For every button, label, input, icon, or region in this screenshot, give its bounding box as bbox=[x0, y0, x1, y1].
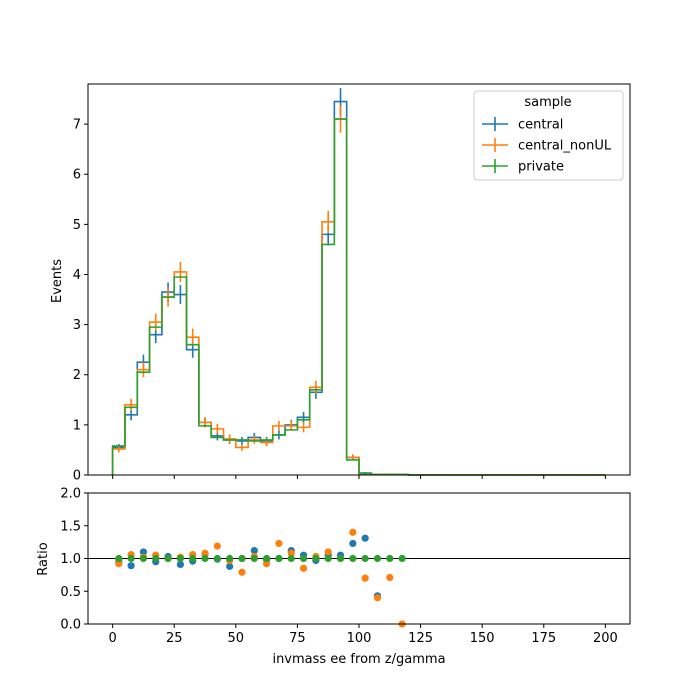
ratio-point bbox=[115, 560, 123, 568]
y-tick-label: 7 bbox=[73, 118, 81, 133]
ratio-point bbox=[238, 568, 246, 576]
ratio-point bbox=[373, 554, 382, 563]
ratio-point bbox=[213, 542, 221, 550]
legend-label: central bbox=[518, 118, 563, 133]
ratio-point bbox=[127, 562, 135, 570]
ratio-point bbox=[361, 574, 369, 582]
y-tick-label: 2.0 bbox=[60, 487, 81, 502]
ratio-point bbox=[287, 549, 295, 557]
histogram-y-axis-label: Events bbox=[50, 259, 65, 303]
legend-label: central_nonUL bbox=[518, 139, 612, 154]
ratio-point bbox=[201, 554, 209, 563]
x-tick-label: 125 bbox=[408, 631, 433, 646]
ratio-point bbox=[275, 554, 283, 563]
x-tick-label: 75 bbox=[289, 631, 306, 646]
y-tick-label: 4 bbox=[73, 268, 81, 283]
ratio-point bbox=[115, 554, 123, 563]
ratio-point bbox=[189, 554, 197, 563]
ratio-point bbox=[349, 554, 357, 563]
histogram-x-ticks bbox=[112, 475, 606, 479]
ratio-point bbox=[127, 554, 135, 563]
legend-box bbox=[473, 90, 624, 181]
ratio-frame bbox=[87, 492, 631, 625]
y-tick-label: 1 bbox=[73, 418, 81, 433]
ratio-point bbox=[139, 554, 148, 563]
legend-label: private bbox=[518, 160, 564, 175]
y-tick-label: 6 bbox=[73, 168, 81, 183]
ratio-panel: 0 25 50 75 100 125 150 175 200 0.0 0.5 1.0 1.5 2.0 R… bbox=[36, 487, 631, 667]
ratio-point bbox=[299, 564, 308, 572]
histogram-frame bbox=[87, 83, 631, 476]
ratio-point bbox=[263, 560, 271, 568]
ratio-point bbox=[361, 554, 369, 563]
ratio-point bbox=[238, 554, 246, 563]
ratio-point bbox=[324, 554, 332, 563]
ratio-point bbox=[299, 554, 308, 563]
ratio-point bbox=[139, 548, 148, 556]
ratio-series-group bbox=[115, 528, 406, 628]
ratio-point bbox=[176, 560, 184, 568]
ratio-point bbox=[275, 539, 283, 548]
ratio-point bbox=[349, 528, 357, 536]
ratio-point bbox=[287, 554, 295, 563]
ratio-point bbox=[373, 594, 382, 602]
y-tick-label: 5 bbox=[73, 218, 81, 233]
legend-title: sample bbox=[524, 95, 571, 110]
y-tick-label: 1.0 bbox=[60, 552, 81, 567]
ratio-point bbox=[324, 548, 332, 556]
x-tick-label: 150 bbox=[470, 631, 495, 646]
legend-entry-central: central bbox=[482, 117, 563, 133]
ratio-point bbox=[201, 549, 209, 557]
y-tick-label: 1.5 bbox=[60, 519, 81, 534]
ratio-point bbox=[361, 534, 369, 542]
x-tick-label: 200 bbox=[593, 631, 618, 646]
y-tick-label: 0.0 bbox=[60, 618, 81, 633]
x-axis-label: invmass ee from z/gamma bbox=[272, 652, 445, 667]
ratio-point bbox=[226, 562, 234, 570]
legend-entry-private: private bbox=[482, 159, 564, 175]
legend-entry-central_nonUL: central_nonUL bbox=[482, 138, 612, 154]
ratio-point bbox=[164, 554, 172, 563]
ratio-series-private bbox=[115, 554, 406, 563]
y-tick-label: 3 bbox=[73, 318, 81, 333]
ratio-point bbox=[250, 547, 258, 555]
ratio-y-axis-label: Ratio bbox=[36, 542, 51, 575]
ratio-point bbox=[336, 554, 345, 563]
ratio-point bbox=[349, 539, 357, 548]
x-tick-label: 100 bbox=[347, 631, 372, 646]
x-tick-label: 0 bbox=[108, 631, 116, 646]
ratio-point bbox=[213, 554, 221, 563]
ratio-y-ticks: 0.0 0.5 1.0 1.5 2.0 bbox=[60, 487, 88, 633]
histogram-panel: 0 1 2 3 4 5 6 7 Events sample central central_no… bbox=[50, 83, 631, 484]
ratio-point bbox=[176, 554, 184, 563]
histogram-y-ticks: 0 1 2 3 4 5 6 7 bbox=[73, 118, 88, 484]
ratio-point bbox=[386, 573, 394, 582]
x-tick-label: 175 bbox=[531, 631, 556, 646]
ratio-point bbox=[263, 554, 271, 563]
ratio-point bbox=[398, 554, 406, 563]
ratio-point bbox=[226, 554, 234, 563]
y-tick-label: 0 bbox=[73, 469, 81, 484]
ratio-x-ticks: 0 25 50 75 100 125 150 175 200 bbox=[108, 624, 618, 646]
ratio-point bbox=[312, 554, 320, 563]
ratio-point bbox=[250, 554, 258, 563]
x-tick-label: 25 bbox=[166, 631, 183, 646]
ratio-point bbox=[152, 554, 160, 563]
y-tick-label: 2 bbox=[73, 368, 81, 383]
x-tick-label: 50 bbox=[228, 631, 245, 646]
y-tick-label: 0.5 bbox=[60, 585, 81, 600]
ratio-point bbox=[386, 554, 394, 563]
